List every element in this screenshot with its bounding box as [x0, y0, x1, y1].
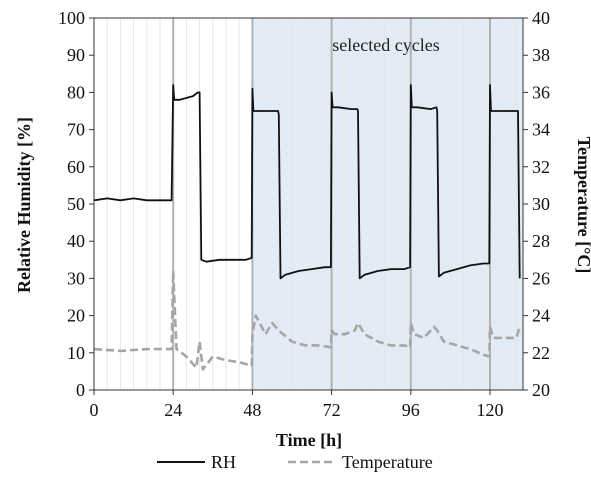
x-tick-label: 72 [323, 400, 341, 420]
legend-label-rh: RH [211, 452, 236, 472]
y2-tick-label: 24 [532, 306, 550, 326]
y2-tick-label: 22 [532, 343, 550, 363]
x-tick-label: 120 [477, 400, 504, 420]
y-tick-label: 100 [58, 8, 85, 28]
y2-tick-label: 40 [532, 8, 550, 28]
series-group [93, 84, 521, 371]
highlight-label: selected cycles [332, 35, 439, 55]
x-tick-label: 96 [402, 400, 420, 420]
y2-tick-label: 20 [532, 380, 550, 400]
y-tick-label: 40 [67, 231, 85, 251]
y-tick-label: 20 [67, 306, 85, 326]
legend-label-temperature: Temperature [342, 452, 433, 472]
y-tick-label: 10 [67, 343, 85, 363]
y2-tick-label: 38 [532, 45, 550, 65]
y2-tick-label: 32 [532, 157, 550, 177]
x-axis-title: Time [h] [276, 430, 342, 450]
y-tick-label: 50 [67, 194, 85, 214]
y-tick-label: 70 [67, 120, 85, 140]
y-tick-label: 0 [76, 380, 85, 400]
highlight-band [252, 18, 523, 390]
highlight-region-group [252, 18, 523, 390]
y2-tick-label: 26 [532, 268, 550, 288]
y2-tick-label: 34 [532, 120, 550, 140]
y-tick-label: 90 [67, 45, 85, 65]
y-tick-label: 80 [67, 82, 85, 102]
y2-axis-title: Temperature [°C] [574, 137, 591, 274]
y-tick-label: 60 [67, 157, 85, 177]
y-axis-title: Relative Humidity [%] [14, 117, 34, 293]
x-tick-label: 48 [243, 400, 261, 420]
series-line-temperature [93, 269, 521, 371]
legend: RH Temperature [157, 452, 433, 472]
series-line-rh [93, 84, 521, 280]
x-tick-label: 0 [90, 400, 99, 420]
y2-tick-label: 36 [532, 82, 550, 102]
axes-group: 0 10 20 30 40 50 60 70 80 90 100 20 22 24 26 28 30 32 34 36… [58, 8, 550, 420]
y2-tick-label: 30 [532, 194, 550, 214]
y2-tick-label: 28 [532, 231, 550, 251]
x-tick-label: 24 [164, 400, 182, 420]
y-tick-label: 30 [67, 268, 85, 288]
